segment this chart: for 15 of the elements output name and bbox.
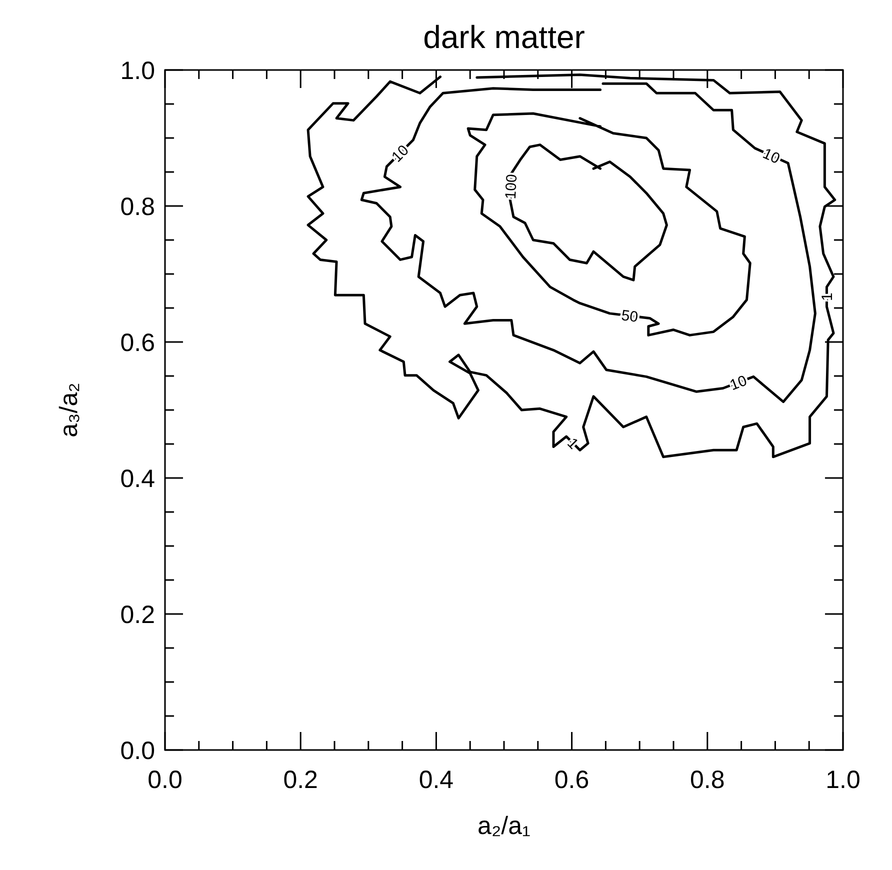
x-tick-label: 0.8 — [690, 766, 725, 794]
y-tick-label: 1.0 — [120, 56, 155, 85]
x-tick-label: 0.6 — [554, 766, 590, 794]
x-tick-label: 1.0 — [826, 766, 860, 794]
y-tick-label: 0.2 — [120, 600, 155, 629]
x-tick-label: 0.4 — [418, 766, 454, 794]
y-tick-label: 0.0 — [120, 736, 155, 765]
x-tick-label: 0.0 — [148, 766, 182, 794]
y-axis-title: a₃/a₂ — [55, 382, 83, 438]
x-tick-label: 0.2 — [283, 766, 318, 794]
x-axis-title: a₂/a₁ — [478, 812, 530, 840]
y-tick-label: 0.6 — [120, 328, 155, 357]
y-tick-label: 0.4 — [120, 464, 156, 493]
chart-title: dark matter — [423, 19, 586, 55]
y-tick-label: 0.8 — [120, 192, 155, 221]
